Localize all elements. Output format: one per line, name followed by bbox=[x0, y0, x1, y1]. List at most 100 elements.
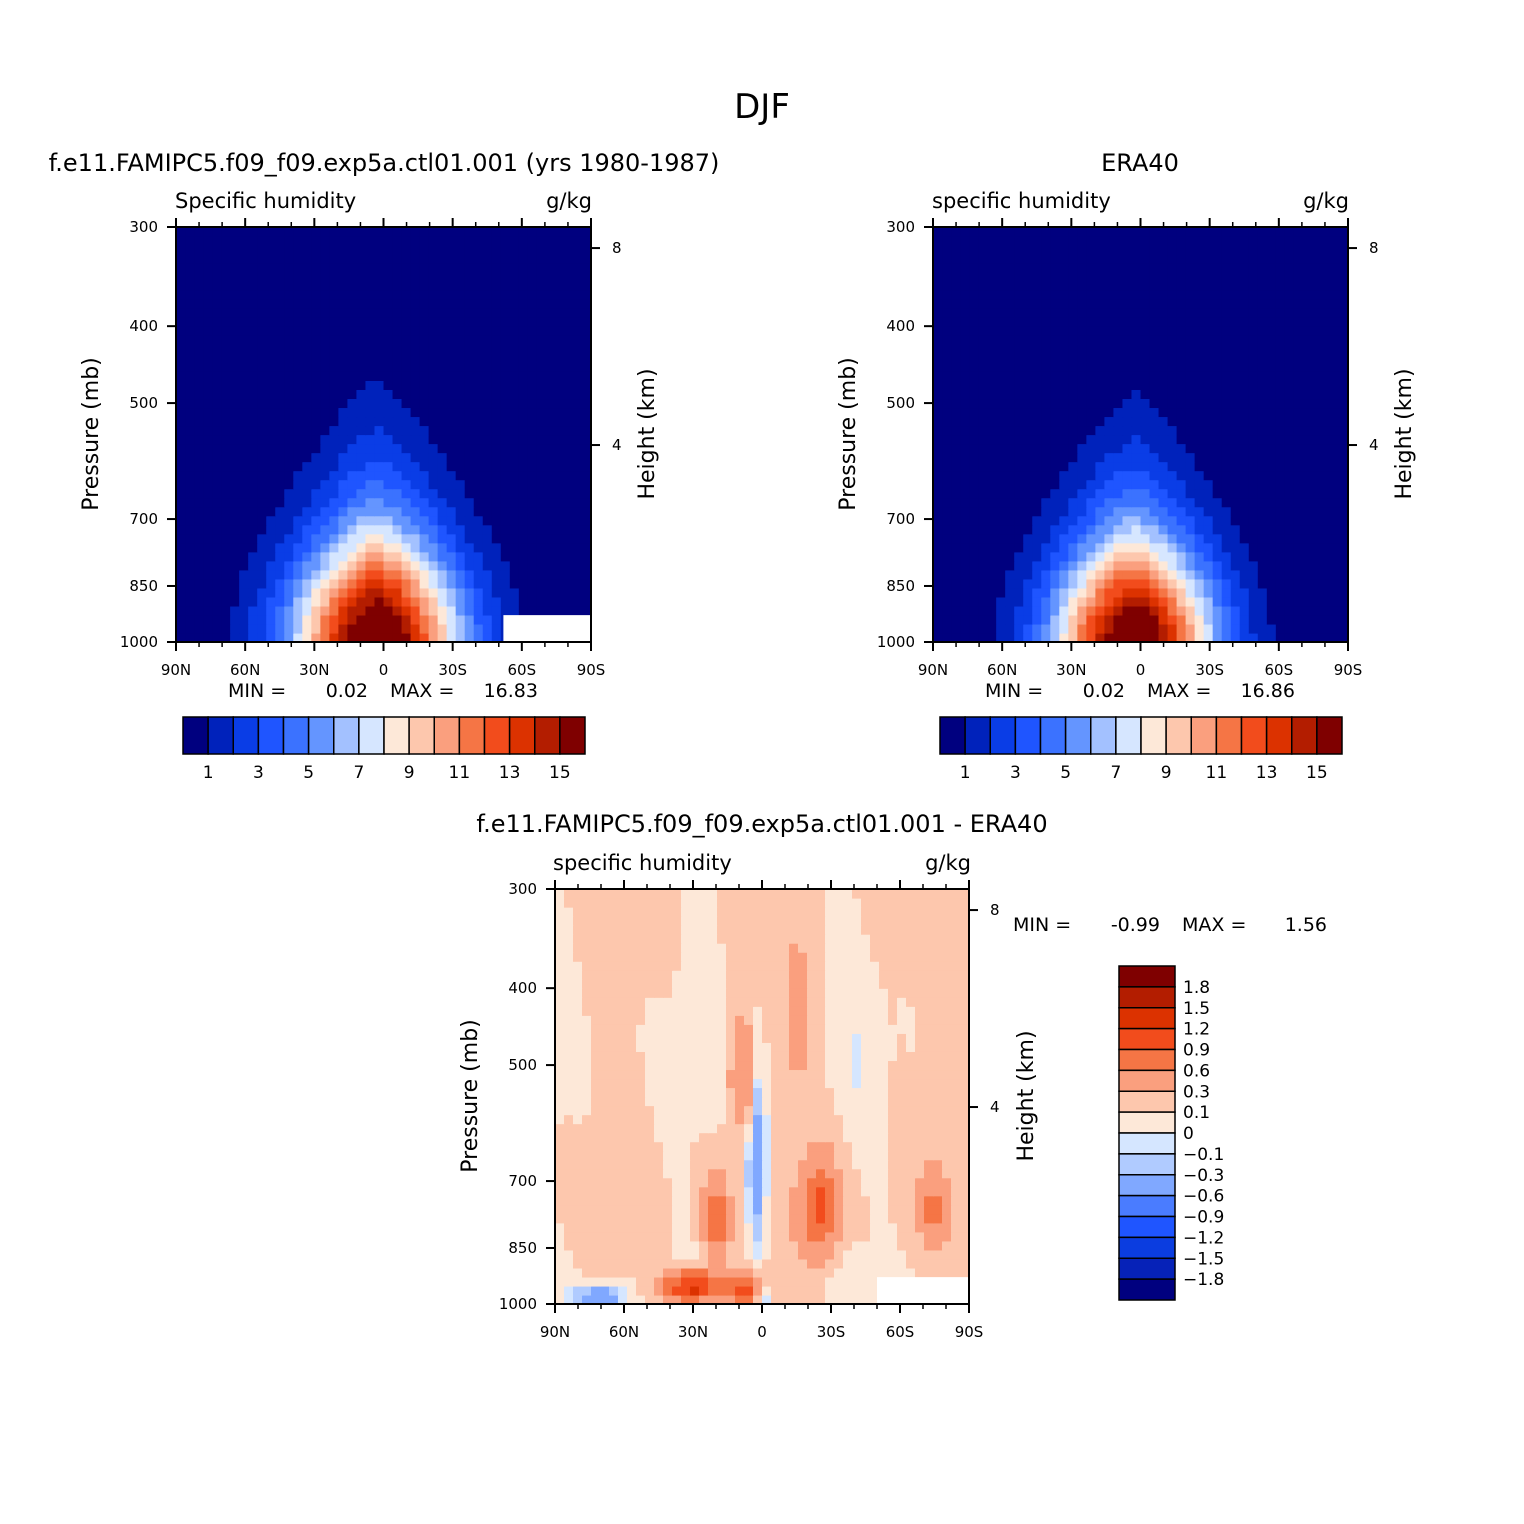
contour-cell bbox=[978, 470, 988, 481]
contour-cell bbox=[942, 245, 952, 255]
contour-cell bbox=[1239, 596, 1250, 607]
x-tick-label: 60N bbox=[987, 661, 1017, 679]
contour-cell bbox=[1095, 614, 1106, 625]
contour-cell bbox=[185, 272, 195, 282]
contour-cell bbox=[600, 1195, 610, 1206]
contour-cell bbox=[257, 488, 267, 499]
contour-cell bbox=[410, 434, 421, 445]
contour-cell bbox=[1239, 488, 1250, 499]
contour-cell bbox=[1239, 551, 1250, 562]
contour-cell bbox=[500, 416, 511, 427]
contour-cell bbox=[383, 506, 394, 517]
contour-cell bbox=[365, 227, 376, 237]
contour-cell bbox=[464, 515, 475, 526]
contour-cell bbox=[356, 515, 367, 526]
contour-cell bbox=[293, 578, 303, 589]
contour-cell bbox=[518, 290, 529, 300]
contour-cell bbox=[266, 308, 276, 318]
contour-cell bbox=[672, 1285, 682, 1296]
colorbar-label: 7 bbox=[353, 763, 364, 783]
contour-cell bbox=[1104, 263, 1115, 273]
contour-cell bbox=[563, 344, 574, 354]
contour-cell bbox=[1293, 533, 1304, 544]
contour-cell bbox=[1113, 461, 1124, 472]
contour-cell bbox=[1176, 398, 1187, 409]
contour-cell bbox=[1005, 614, 1015, 625]
contour-cell bbox=[302, 425, 312, 436]
contour-cell bbox=[383, 416, 394, 427]
contour-cell bbox=[464, 344, 475, 354]
contour-cell bbox=[1221, 236, 1232, 246]
contour-cell bbox=[302, 398, 312, 409]
contour-cell bbox=[1050, 380, 1060, 390]
contour-cell bbox=[1284, 560, 1295, 571]
contour-cell bbox=[618, 1249, 628, 1260]
contour-cell bbox=[194, 254, 204, 264]
contour-cell bbox=[753, 1285, 763, 1296]
contour-cell bbox=[248, 272, 258, 282]
contour-cell bbox=[1113, 344, 1124, 354]
colorbar-label: 9 bbox=[404, 763, 415, 783]
contour-cell bbox=[1086, 506, 1096, 517]
contour-cell bbox=[1014, 623, 1024, 634]
contour-cell bbox=[1239, 578, 1250, 589]
contour-cell bbox=[176, 245, 186, 255]
contour-cell bbox=[1311, 335, 1322, 345]
contour-cell bbox=[744, 1285, 754, 1296]
contour-cell bbox=[1194, 587, 1205, 598]
contour-cell bbox=[1320, 488, 1331, 499]
contour-cell bbox=[239, 587, 249, 598]
contour-cell bbox=[1014, 569, 1024, 580]
contour-cell bbox=[681, 1204, 691, 1215]
contour-cell bbox=[401, 533, 412, 544]
contour-cell bbox=[446, 380, 457, 390]
contour-cell bbox=[1257, 362, 1268, 372]
contour-cell bbox=[672, 1204, 682, 1215]
contour-cell bbox=[1158, 281, 1169, 291]
contour-cell bbox=[1284, 308, 1295, 318]
contour-cell bbox=[329, 443, 339, 454]
contour-cell bbox=[1248, 461, 1259, 472]
contour-cell bbox=[536, 371, 547, 381]
contour-cell bbox=[185, 542, 195, 553]
contour-cell bbox=[1185, 569, 1196, 580]
contour-cell bbox=[338, 623, 349, 634]
contour-cell bbox=[275, 308, 285, 318]
contour-cell bbox=[1032, 515, 1042, 526]
contour-cell bbox=[1068, 524, 1078, 535]
contour-cell bbox=[1293, 623, 1304, 634]
contour-cell bbox=[500, 308, 511, 318]
contour-cell bbox=[1203, 245, 1214, 255]
contour-cell bbox=[275, 596, 285, 607]
contour-cell bbox=[1221, 326, 1232, 336]
contour-cell bbox=[374, 515, 385, 526]
contour-cell bbox=[329, 515, 339, 526]
contour-cell bbox=[410, 245, 421, 255]
contour-cell bbox=[1266, 227, 1277, 237]
contour-cell bbox=[581, 587, 592, 598]
contour-cell bbox=[257, 281, 267, 291]
contour-cell bbox=[365, 596, 376, 607]
contour-cell bbox=[320, 416, 330, 427]
contour-cell bbox=[518, 245, 529, 255]
contour-cell bbox=[230, 461, 240, 472]
contour-cell bbox=[1248, 506, 1259, 517]
contour-cell bbox=[690, 1204, 700, 1215]
contour-cell bbox=[248, 461, 258, 472]
contour-cell bbox=[1212, 497, 1223, 508]
contour-cell bbox=[996, 380, 1006, 390]
contour-cell bbox=[1014, 425, 1024, 436]
contour-cell bbox=[1302, 425, 1313, 436]
contour-cell bbox=[987, 236, 997, 246]
contour-cell bbox=[1176, 263, 1187, 273]
contour-cell bbox=[1059, 353, 1069, 363]
contour-cell bbox=[933, 254, 943, 264]
contour-cell bbox=[554, 290, 565, 300]
contour-cell bbox=[266, 326, 276, 336]
contour-cell bbox=[987, 227, 997, 237]
contour-cell bbox=[284, 578, 294, 589]
contour-cell bbox=[978, 497, 988, 508]
contour-cell bbox=[1257, 443, 1268, 454]
contour-cell bbox=[437, 506, 448, 517]
contour-cell bbox=[1221, 344, 1232, 354]
